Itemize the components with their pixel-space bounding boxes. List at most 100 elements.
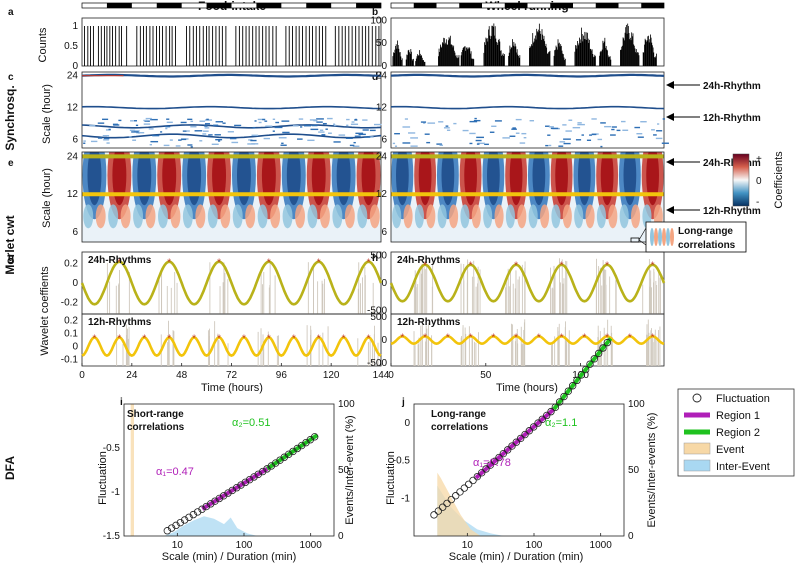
scatter-dot — [194, 130, 203, 132]
small-lobe — [357, 204, 368, 229]
legend-label: Event — [716, 444, 744, 456]
ytick-f: 6 — [381, 227, 387, 238]
scatter-dot — [355, 132, 364, 135]
fluctuation-point — [568, 382, 577, 390]
inset-lobe — [666, 228, 670, 246]
scatter-dot — [181, 138, 187, 141]
lobe-core — [600, 152, 614, 206]
scatter-dot — [280, 144, 287, 146]
ytick-d: 24 — [376, 71, 388, 82]
scatter-dot — [529, 120, 535, 122]
fluctuation-point — [499, 449, 508, 458]
fluctuation-point — [250, 473, 258, 481]
region1-fit — [201, 466, 269, 511]
ytick-j: 0 — [404, 418, 410, 429]
short-range-text-2: correlations — [127, 422, 185, 433]
scatter-dot — [132, 139, 137, 141]
scatter-dot — [575, 139, 582, 141]
small-lobe — [505, 204, 515, 229]
scatter-dot — [345, 137, 353, 139]
scatter-dot — [327, 117, 333, 120]
scatter-dot — [333, 123, 336, 125]
peak-marker: * — [217, 333, 221, 344]
colorbar-title: Coefficients — [773, 151, 785, 209]
annotation-24h-d: 24h-Rhythm — [666, 81, 761, 92]
scatter-dot — [202, 133, 207, 135]
scatter-dot — [318, 131, 325, 133]
colorbar: + 0 - Coefficients — [732, 151, 785, 209]
scatter-dot — [408, 132, 416, 134]
lobe-core — [464, 152, 477, 206]
scatter-dot — [211, 143, 219, 145]
scatter-dot — [515, 132, 520, 134]
ytick-i: -1.5 — [103, 531, 121, 542]
scatter-dot — [143, 123, 151, 125]
legend-item-region-1: Region 1 — [684, 410, 760, 422]
lobe-core — [441, 152, 455, 206]
fluctuation-point — [603, 338, 612, 347]
scatter-dot — [135, 124, 139, 127]
scatter-dot — [102, 118, 109, 121]
ytick-c: 24 — [67, 71, 79, 82]
fluctuation-point — [241, 478, 250, 487]
scatter-dot — [263, 137, 270, 140]
scatter-dot — [190, 126, 197, 128]
fluctuation-point — [172, 521, 180, 530]
scatter-dot — [199, 140, 203, 142]
scatter-dot — [511, 128, 517, 130]
scatter-dot — [545, 144, 549, 147]
fluctuation-point — [486, 461, 495, 469]
scatter-dot — [586, 139, 592, 141]
axes-frame-a — [81, 17, 382, 67]
ylabel-scale-c: Scale (hour) — [41, 84, 53, 144]
light-dark-bar-a — [81, 2, 382, 9]
fluctuation-point — [185, 513, 193, 521]
fluctuation-point — [482, 465, 490, 473]
scatter-dot — [439, 144, 443, 146]
scatter-dot — [636, 132, 643, 135]
scatter-dot — [90, 140, 98, 143]
fluctuation-point — [456, 488, 464, 496]
scatter-dot — [145, 117, 152, 120]
peak-marker: * — [469, 332, 473, 343]
small-lobe — [608, 204, 618, 229]
fluctuation-point — [460, 484, 469, 492]
scatter-dot — [521, 132, 527, 135]
series-label-12h: 12h-Rhythms — [397, 317, 461, 328]
lobe-core — [555, 152, 568, 206]
ytick-g: -0.2 — [61, 297, 79, 308]
panel-letter-a: a — [8, 7, 14, 18]
peak-marker: * — [142, 333, 146, 344]
fluctuation-point — [516, 434, 525, 443]
colorbar-tick-zero: 0 — [756, 176, 762, 187]
alpha2-label-i: α₂=0.51 — [232, 417, 270, 429]
scatter-dot — [248, 139, 253, 141]
panel-c-synchrosqueezed: 24 12 6 — [67, 71, 382, 149]
scatter-dot — [252, 127, 256, 129]
scatter-dot — [581, 134, 584, 136]
small-lobe — [483, 204, 493, 229]
scatter-dot — [611, 126, 617, 128]
y2tick-i: 0 — [338, 531, 344, 542]
small-lobe — [369, 204, 380, 229]
scatter-dot — [394, 132, 400, 135]
dark-phase — [550, 3, 573, 8]
fluctuation-point — [495, 453, 503, 462]
dark-phase — [106, 3, 132, 8]
peak-marker: * — [423, 332, 427, 343]
peak-marker: * — [491, 332, 495, 343]
scatter-dot — [199, 120, 206, 122]
scatter-dot — [229, 137, 237, 140]
dark-phase — [595, 3, 619, 8]
fluctuation-point — [430, 511, 438, 519]
legend-label: Region 2 — [716, 427, 760, 439]
fluctuation-point — [555, 398, 564, 406]
ytick-d: 12 — [376, 103, 388, 114]
scatter-dot — [655, 137, 663, 140]
scatter-dot — [494, 120, 502, 122]
series-label-12h: 12h-Rhythms — [88, 317, 152, 328]
long-range-dfa-text-1: Long-range — [431, 409, 486, 420]
scatter-dot — [215, 138, 223, 141]
